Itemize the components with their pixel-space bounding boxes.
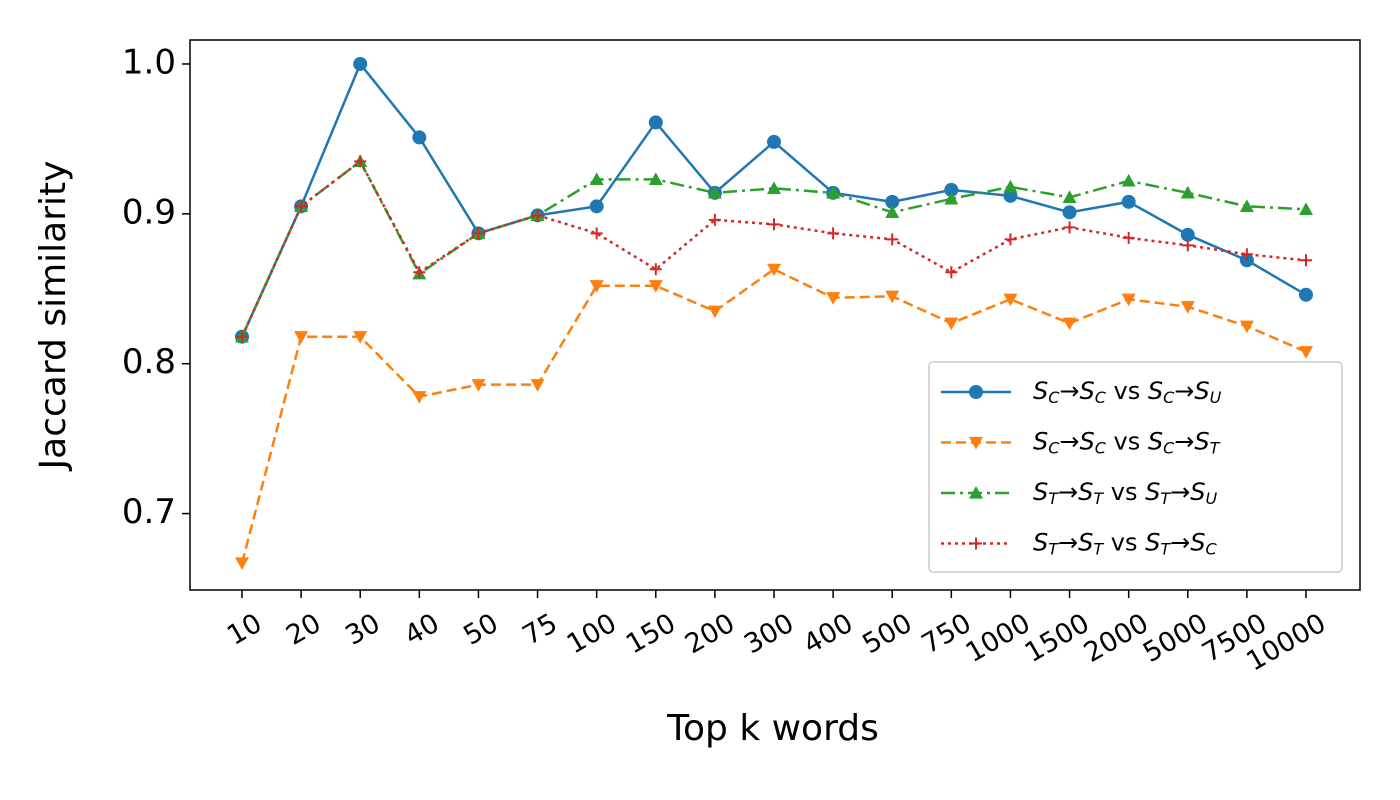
x-tick-label: 500	[857, 608, 917, 661]
point	[1299, 346, 1313, 359]
y-tick-label: 0.8	[122, 342, 176, 382]
point	[1299, 287, 1313, 302]
legend-label: ST​→ST​ vs ST​→SC​	[1033, 529, 1217, 559]
point	[1121, 173, 1136, 187]
point	[826, 185, 841, 199]
x-tick-label: 40	[399, 608, 444, 652]
point	[1240, 248, 1253, 261]
point	[1180, 227, 1195, 242]
point	[768, 218, 780, 231]
point	[885, 194, 900, 209]
point	[767, 181, 781, 194]
point	[1181, 239, 1194, 252]
series-line	[240, 61, 1307, 338]
legend-marker	[969, 486, 983, 499]
point	[1004, 233, 1017, 246]
point	[767, 263, 781, 277]
point	[1180, 185, 1195, 199]
point	[886, 233, 899, 246]
x-tick-label: 75	[518, 608, 563, 652]
point	[589, 172, 604, 185]
legend-label: SC​→SC​ vs SC​→SU​	[1033, 377, 1222, 407]
point	[590, 227, 603, 240]
x-tick-label: 300	[739, 608, 799, 661]
point	[1062, 205, 1077, 220]
point	[885, 205, 900, 218]
y-tick-label: 0.7	[122, 492, 176, 532]
point	[412, 130, 427, 145]
point	[1300, 254, 1312, 267]
point	[648, 115, 663, 130]
point	[827, 227, 840, 240]
point	[530, 379, 545, 392]
y-tick-label: 0.9	[122, 192, 176, 232]
x-tick-label: 150	[621, 608, 681, 661]
point	[708, 213, 721, 226]
point	[826, 292, 841, 305]
point	[413, 266, 426, 279]
x-tick-label: 30	[340, 608, 385, 652]
point	[295, 200, 308, 213]
point	[944, 317, 959, 331]
point	[1062, 317, 1077, 331]
point	[707, 305, 722, 319]
point	[412, 391, 427, 404]
point	[353, 331, 368, 344]
point	[1299, 202, 1313, 215]
point	[472, 227, 485, 240]
x-axis-label: Top k words	[666, 708, 879, 749]
point	[944, 182, 959, 197]
plot-frame	[189, 39, 1361, 591]
legend-label: ST​→ST​ vs ST​→SU​	[1033, 478, 1217, 508]
point	[945, 266, 958, 279]
point	[885, 290, 900, 304]
point	[1121, 293, 1136, 307]
x-tick-label: 100	[562, 608, 622, 661]
point	[1003, 293, 1018, 307]
x-tick-label: 200	[680, 608, 740, 661]
x-tick-label: 20	[281, 608, 326, 652]
x-tick-label: 400	[798, 608, 858, 661]
y-tick-label: 1.0	[122, 42, 176, 82]
point	[589, 280, 604, 293]
point	[1121, 194, 1136, 209]
point	[1063, 221, 1076, 234]
point	[648, 172, 663, 185]
legend-box	[928, 361, 1343, 573]
point	[531, 209, 544, 222]
point	[235, 557, 249, 571]
legend-marker	[969, 385, 983, 399]
point	[707, 185, 722, 199]
point	[471, 379, 486, 392]
point	[649, 263, 662, 276]
point	[354, 155, 367, 168]
legend-marker	[970, 537, 982, 550]
point	[648, 280, 663, 293]
point	[294, 331, 309, 344]
point	[353, 56, 368, 71]
point	[1003, 179, 1018, 193]
x-tick-label: 50	[458, 608, 503, 652]
point	[1062, 190, 1077, 203]
point	[1239, 320, 1254, 334]
point	[589, 199, 604, 214]
y-axis-label: Jaccard similarity	[33, 161, 74, 472]
point	[236, 330, 248, 343]
point	[1239, 199, 1254, 212]
point	[1180, 301, 1195, 314]
legend-marker	[969, 436, 983, 450]
point	[1122, 231, 1135, 244]
point	[767, 134, 781, 149]
point	[944, 191, 959, 205]
legend-label: SC​→SC​ vs SC​→ST​	[1033, 428, 1221, 458]
x-tick-label: 10	[222, 608, 267, 652]
